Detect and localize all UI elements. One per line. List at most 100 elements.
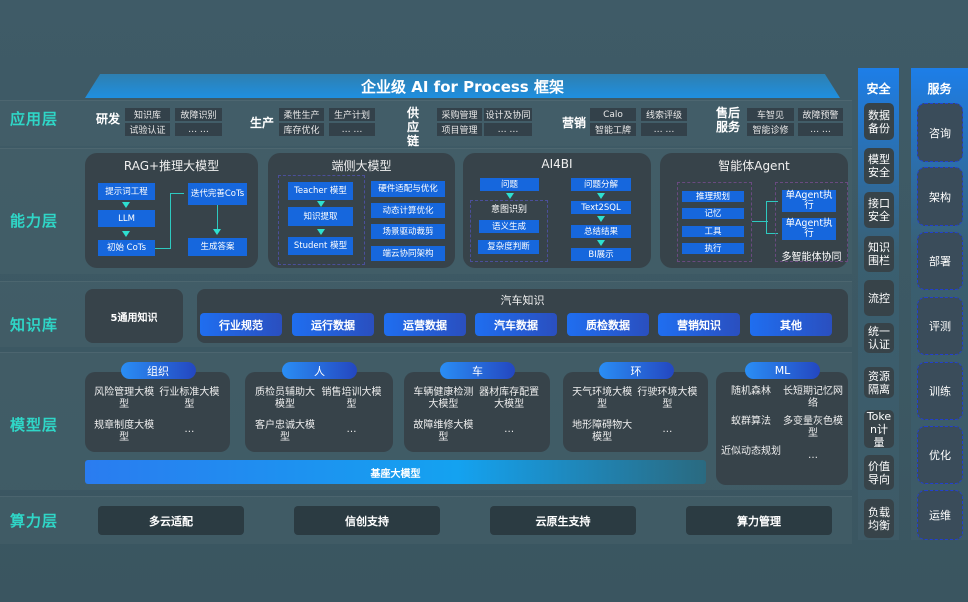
app-item-tag: 设计及协同 xyxy=(484,108,532,121)
knowledge-item: 其他 xyxy=(750,313,832,336)
app-group-label: 营销 xyxy=(562,116,587,130)
edge-feature: 端云协同架构 xyxy=(371,246,445,261)
app-item-tag: 采购管理 xyxy=(437,108,482,121)
model-item: 蚁群算法 xyxy=(731,416,771,427)
model-item: 多变量灰色模型 xyxy=(783,416,843,439)
agent-modules-group xyxy=(677,182,752,262)
arrow-down-icon xyxy=(506,193,514,199)
rag-title: RAG+推理大模型 xyxy=(123,159,220,173)
multi-agent-group xyxy=(775,182,848,262)
app-item-tag: … … xyxy=(641,123,687,136)
edge-feature: 场景驱动裁剪 xyxy=(371,224,445,239)
intent-item: 语义生成 xyxy=(479,220,539,233)
service-item: 架构 xyxy=(917,167,963,226)
services-title: 服务 xyxy=(927,82,952,96)
knowledge-item: 行业规范 xyxy=(200,313,282,336)
agent-exec: 单Agent执行 xyxy=(782,190,836,212)
general-knowledge: 5通用知识 xyxy=(85,289,183,343)
rag-box: 生成答案 xyxy=(188,238,247,256)
service-item: 咨询 xyxy=(917,103,963,162)
ai4bi-title: AI4BI xyxy=(541,157,573,171)
edge-flow-box: Student 模型 xyxy=(288,237,353,255)
model-item: … xyxy=(662,424,673,435)
knowledge-item: 运行数据 xyxy=(292,313,374,336)
security-item: 负载均衡 xyxy=(864,499,894,538)
arrow-down-icon xyxy=(597,216,605,222)
model-item: 行业标准大模型 xyxy=(159,387,220,410)
security-item: 模型安全 xyxy=(864,148,894,184)
app-group-label: 售后服务 xyxy=(716,106,741,134)
app-item-tag: … … xyxy=(484,123,532,136)
compute-item: 云原生支持 xyxy=(490,506,636,535)
service-item: 运维 xyxy=(917,490,963,540)
compute-item: 信创支持 xyxy=(294,506,440,535)
app-item-tag: … … xyxy=(329,123,375,136)
agent-module: 执行 xyxy=(682,243,744,254)
bi-pipeline: 问题分解 xyxy=(571,178,631,191)
connector-line xyxy=(766,201,767,233)
security-item: 数据备份 xyxy=(864,103,894,140)
app-item-tag: 试验认证 xyxy=(125,123,170,136)
edge-title: 端侧大模型 xyxy=(331,159,392,173)
agent-exec: 单Agent执行 xyxy=(782,218,836,240)
model-card-1 xyxy=(245,372,393,452)
agent-title: 智能体Agent xyxy=(718,159,790,173)
edge-flow-box: Teacher 模型 xyxy=(288,182,353,200)
app-item-tag: 车智见 xyxy=(747,108,794,121)
intent-item: 复杂度判断 xyxy=(478,240,539,254)
arrow-down-icon xyxy=(597,193,605,199)
base-model-bar: 基座大模型 xyxy=(85,460,706,484)
arrow-down-icon xyxy=(213,229,221,235)
model-item: … xyxy=(346,424,357,435)
rag-box: 迭代完善CoTs xyxy=(188,183,247,205)
connector-line xyxy=(766,233,778,234)
model-card-0 xyxy=(85,372,230,452)
agent-module: 推理规划 xyxy=(682,191,744,202)
app-item-tag: 智能工牌 xyxy=(590,123,636,136)
model-item: … xyxy=(184,424,195,435)
service-item: 评测 xyxy=(917,297,963,355)
knowledge-item: 质检数据 xyxy=(567,313,649,336)
layer-label-ability: 能力层 xyxy=(10,212,59,230)
model-item: 天气环境大模型 xyxy=(572,387,633,410)
security-title: 安全 xyxy=(866,82,891,96)
model-item: 地形障碍物大模型 xyxy=(572,420,633,443)
model-item: 客户忠诚大模型 xyxy=(254,420,315,443)
security-item: 流控 xyxy=(864,280,894,316)
rag-box: 提示词工程 xyxy=(98,183,155,200)
security-item: 知识围栏 xyxy=(864,236,894,272)
intent-label: 意图识别 xyxy=(490,205,527,215)
app-item-tag: 项目管理 xyxy=(437,123,482,136)
framework-title: 企业级 AI for Process 框架 xyxy=(85,74,840,98)
model-card-3 xyxy=(563,372,708,452)
arrow-down-icon xyxy=(597,240,605,246)
connector-line xyxy=(170,193,171,249)
multi-agent-label: 多智能体协同 xyxy=(781,252,842,263)
rag-box: 初始 CoTs xyxy=(98,240,155,256)
app-group-label: 供应链 xyxy=(407,106,420,148)
layer-label-model: 模型层 xyxy=(10,416,59,434)
edge-flow-box: 知识提取 xyxy=(288,207,353,226)
connector-line xyxy=(217,205,218,230)
model-item: 规章制度大模型 xyxy=(94,420,155,443)
app-item-tag: Calo xyxy=(590,108,636,121)
agent-module: 记忆 xyxy=(682,208,744,219)
model-item: 销售培训大模型 xyxy=(321,387,382,410)
arrow-down-icon xyxy=(122,231,130,237)
model-item: 行驶环境大模型 xyxy=(637,387,698,410)
layer-label-app: 应用层 xyxy=(10,110,59,128)
service-item: 部署 xyxy=(917,232,963,290)
knowledge-item: 运营数据 xyxy=(384,313,466,336)
model-item: 故障维修大模型 xyxy=(413,420,474,443)
auto-knowledge-title: 汽车知识 xyxy=(500,294,545,307)
agent-module: 工具 xyxy=(682,226,744,237)
layer-label-compute: 算力层 xyxy=(10,512,59,530)
app-item-tag: 智能诊修 xyxy=(747,123,794,136)
model-item: 近似动态规划 xyxy=(721,446,781,457)
model-item: 车辆健康检测大模型 xyxy=(413,387,474,410)
arrow-down-icon xyxy=(122,202,130,208)
connector-line xyxy=(766,201,778,202)
knowledge-item: 营销知识 xyxy=(658,313,740,336)
app-item-tag: 知识库 xyxy=(125,108,170,121)
security-item: 统一认证 xyxy=(864,323,894,353)
